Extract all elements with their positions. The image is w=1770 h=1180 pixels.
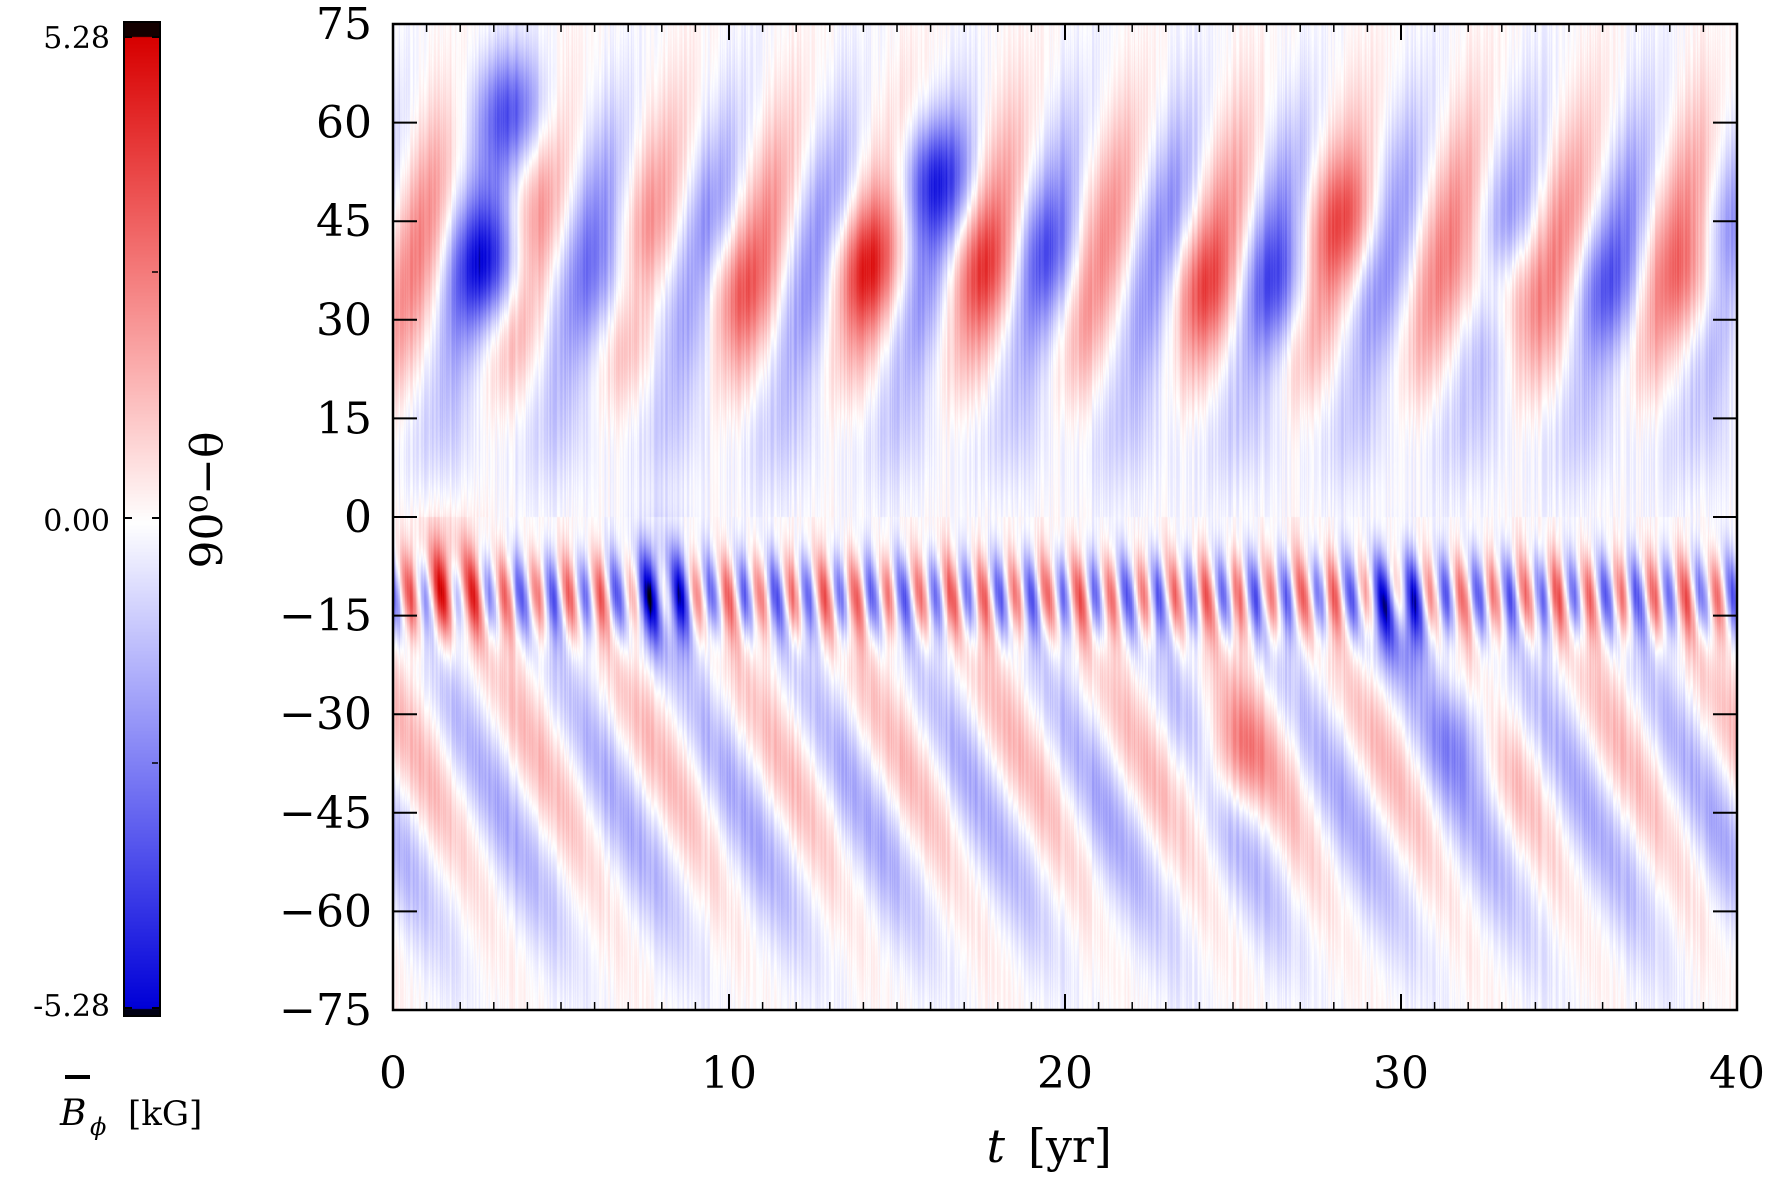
x-tick-label: 10 bbox=[701, 1048, 757, 1099]
colorbar-tick-label-zero: 0.00 bbox=[43, 504, 110, 539]
colorbar-label-unit: [kG] bbox=[128, 1094, 202, 1134]
y-tick-label: 0 bbox=[344, 492, 372, 543]
x-tick-label: 40 bbox=[1709, 1048, 1765, 1099]
y-tick-label: 60 bbox=[316, 98, 372, 149]
x-tick-label: 30 bbox=[1373, 1048, 1429, 1099]
colorbar-label-symbol: B bbox=[59, 1093, 86, 1134]
y-tick-label: 75 bbox=[316, 0, 372, 50]
y-tick-label: 30 bbox=[316, 295, 372, 346]
y-tick-label: −30 bbox=[279, 689, 372, 740]
axes: 0 10 20 30 40 75 60 45 30 15 0 −15 −30 −45 −60 −75 bbox=[279, 0, 1765, 1099]
colorbar-label-subscript: ϕ bbox=[90, 1113, 106, 1141]
y-tick-label: −75 bbox=[279, 985, 372, 1036]
y-tick-label: −45 bbox=[279, 788, 372, 839]
y-tick-label: −60 bbox=[279, 886, 372, 937]
heatmap-image bbox=[393, 24, 1737, 1010]
y-tick-label: 15 bbox=[316, 393, 372, 444]
y-tick-label: 45 bbox=[316, 196, 372, 247]
colorbar-tick-label-max: 5.28 bbox=[43, 21, 110, 56]
colorbar-tick-label-min: -5.28 bbox=[33, 989, 110, 1024]
x-axis-label-unit: [yr] bbox=[1028, 1119, 1112, 1173]
x-tick-label: 20 bbox=[1037, 1048, 1093, 1099]
y-tick-label: −15 bbox=[279, 591, 372, 642]
y-axis-label: 90⁰−θ bbox=[182, 432, 233, 569]
colorbar: 5.28 0.00 -5.28 B ϕ [kG] bbox=[33, 21, 202, 1141]
x-axis-label-variable: t bbox=[987, 1119, 1006, 1173]
x-tick-label: 0 bbox=[379, 1048, 407, 1099]
